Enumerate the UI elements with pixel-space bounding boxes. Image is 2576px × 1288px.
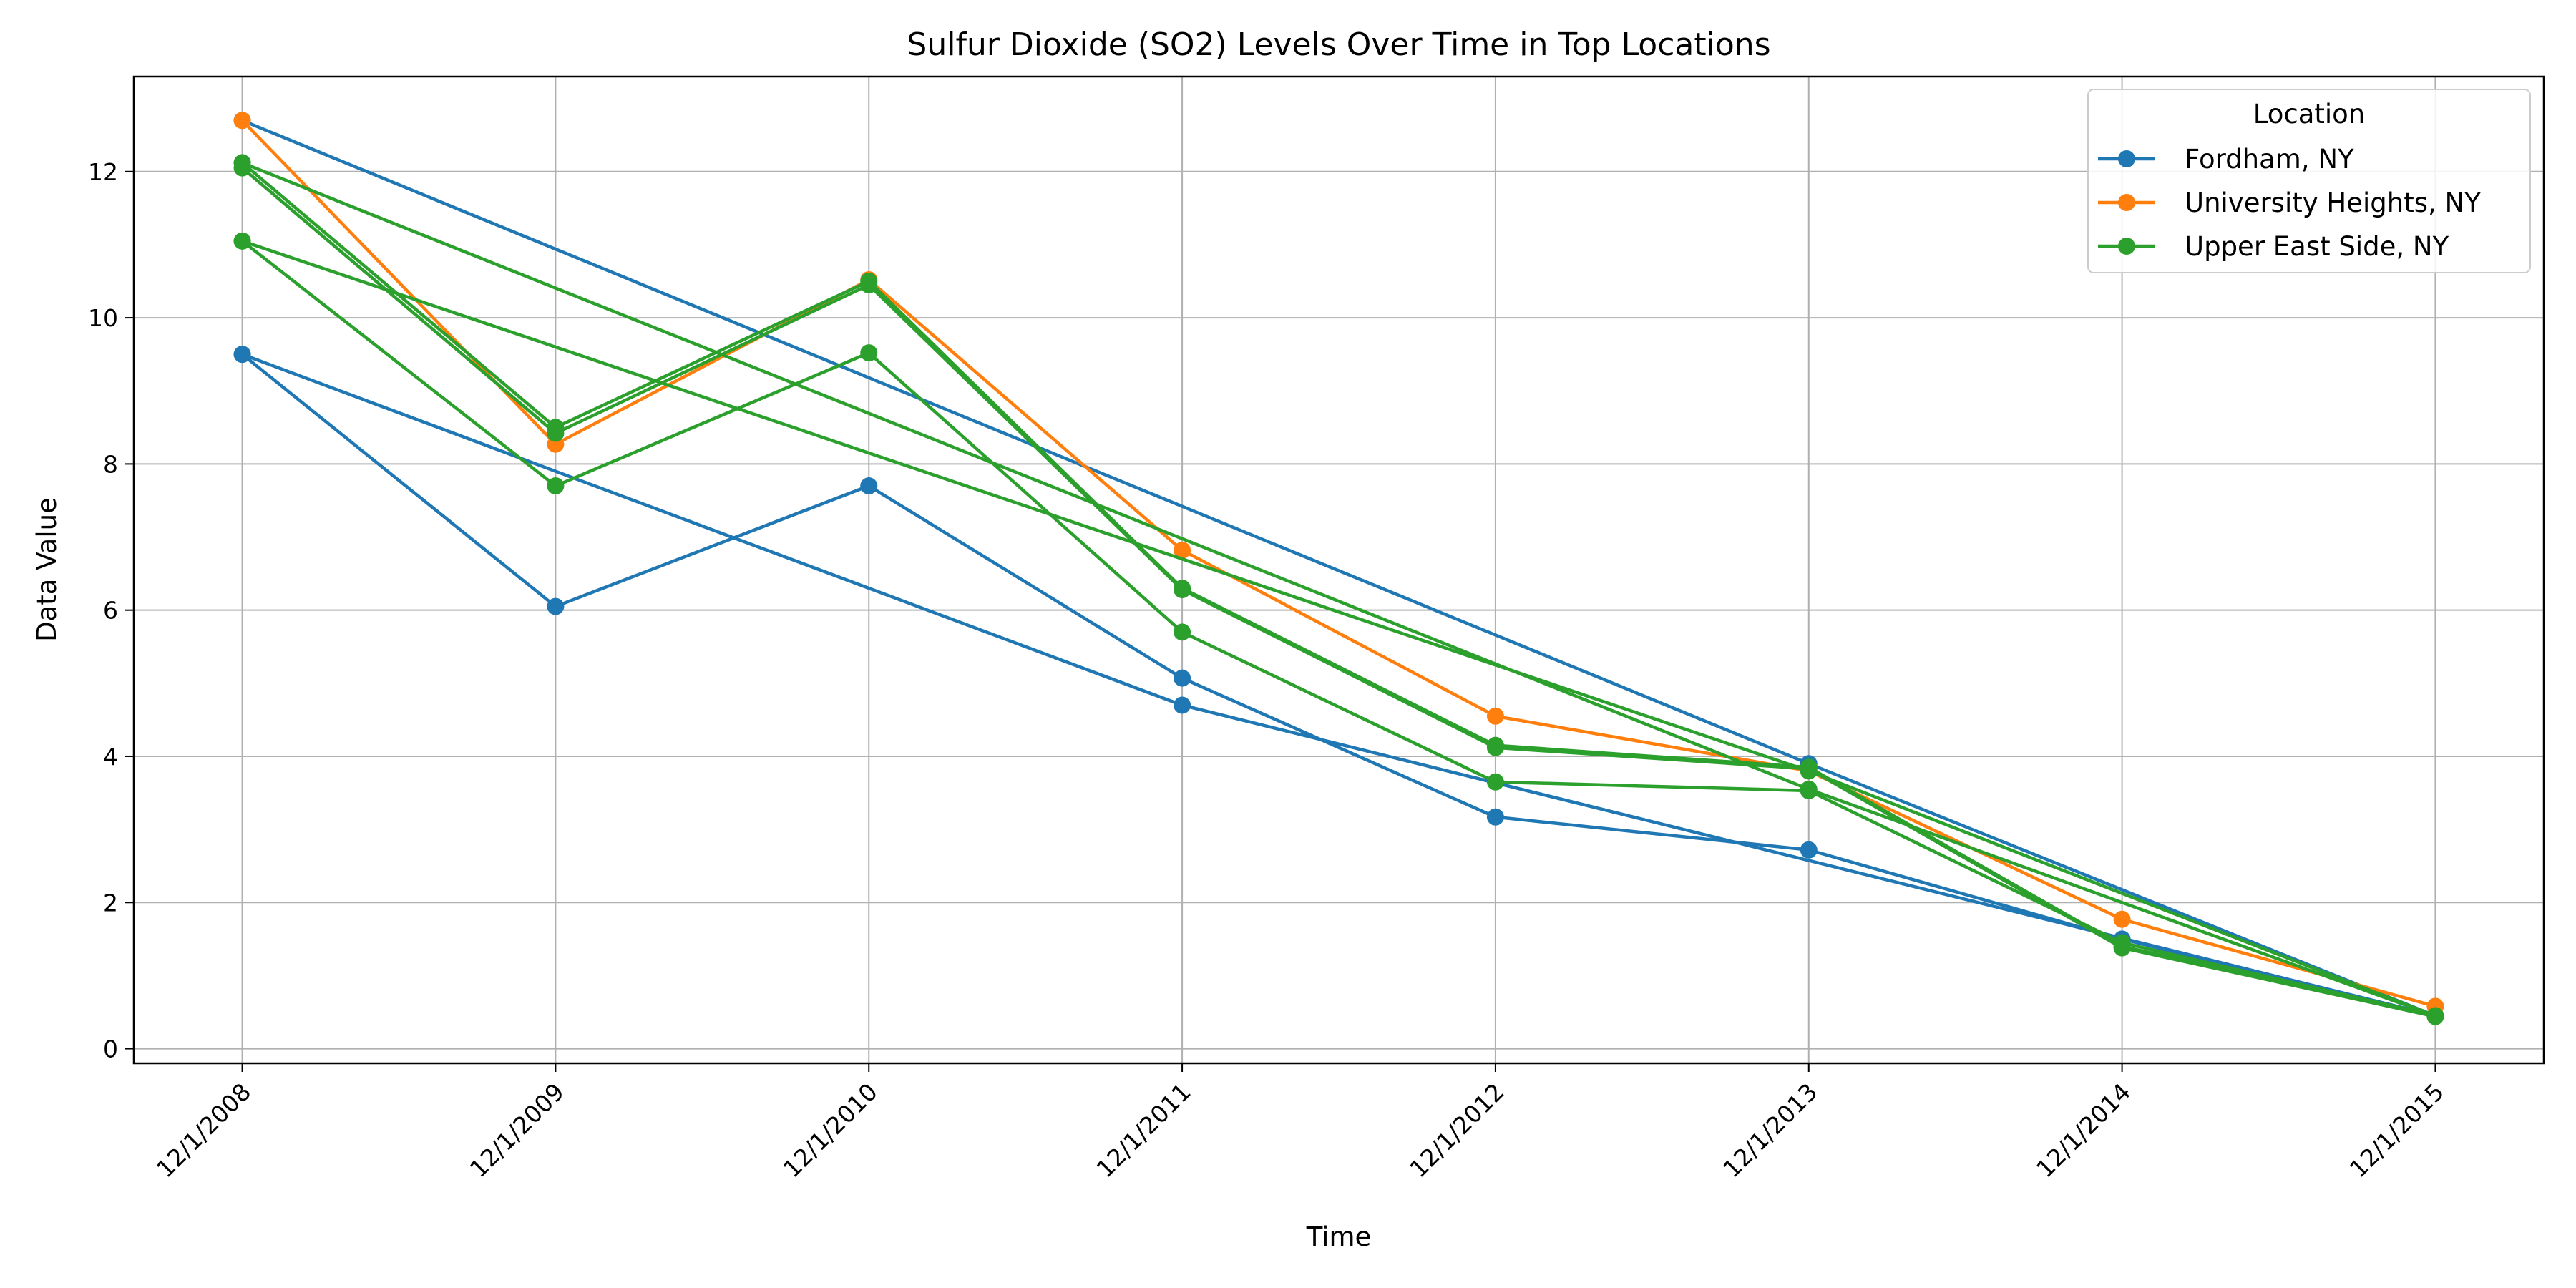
data-point	[1174, 696, 1191, 714]
legend-label: Upper East Side, NY	[2185, 231, 2449, 262]
data-point	[860, 276, 878, 294]
series-path	[241, 240, 2436, 1018]
data-point	[547, 477, 565, 495]
y-tick-label: 10	[88, 304, 118, 332]
data-point	[1174, 581, 1191, 599]
legend-item: University Heights, NY	[2098, 187, 2481, 218]
data-point	[860, 477, 878, 495]
data-point	[1800, 780, 1818, 798]
data-point	[1174, 669, 1191, 687]
data-point	[233, 154, 251, 172]
legend-title: Location	[2253, 99, 2366, 130]
series-path	[241, 353, 2436, 1018]
legend-item: Fordham, NY	[2098, 144, 2354, 175]
legend-box	[2087, 89, 2531, 273]
data-point	[1800, 762, 1818, 780]
data-point	[233, 346, 251, 364]
data-point	[1800, 841, 1818, 859]
data-point	[1486, 738, 1504, 756]
data-point	[547, 597, 565, 615]
data-point	[2113, 934, 2131, 952]
legend-swatch-marker	[2118, 150, 2135, 167]
y-tick-label: 0	[103, 1035, 118, 1063]
chart-title: Sulfur Dioxide (SO2) Levels Over Time in…	[907, 26, 1770, 63]
y-axis-title: Data Value	[31, 497, 62, 642]
data-point	[1486, 707, 1504, 725]
data-point	[860, 344, 878, 362]
y-tick-label: 12	[88, 158, 118, 186]
series-lines	[233, 112, 2444, 1025]
plot-frame	[132, 75, 2545, 1065]
data-point	[1486, 808, 1504, 826]
legend-swatch-marker	[2118, 238, 2135, 255]
y-tick-label: 8	[103, 450, 118, 478]
series-path	[240, 119, 2436, 1008]
x-axis-title: Time	[1306, 1221, 1372, 1252]
data-point	[1174, 623, 1191, 641]
data-point	[2426, 1007, 2444, 1025]
data-point	[547, 424, 565, 442]
legend-label: Fordham, NY	[2185, 144, 2354, 175]
legend-item: Upper East Side, NY	[2098, 231, 2449, 262]
data-point	[1174, 541, 1191, 559]
legend-swatch-marker	[2118, 194, 2135, 211]
y-tick-label: 2	[103, 889, 118, 917]
legend: Location Fordham, NY University Heights, N…	[2087, 89, 2531, 273]
series-line	[233, 232, 2444, 1025]
data-point	[1486, 773, 1504, 791]
y-tick-label: 4	[103, 743, 118, 771]
legend-label: University Heights, NY	[2185, 187, 2481, 218]
data-point	[2113, 910, 2131, 928]
data-point	[233, 232, 251, 250]
y-tick-label: 6	[103, 597, 118, 625]
data-point	[233, 112, 251, 130]
